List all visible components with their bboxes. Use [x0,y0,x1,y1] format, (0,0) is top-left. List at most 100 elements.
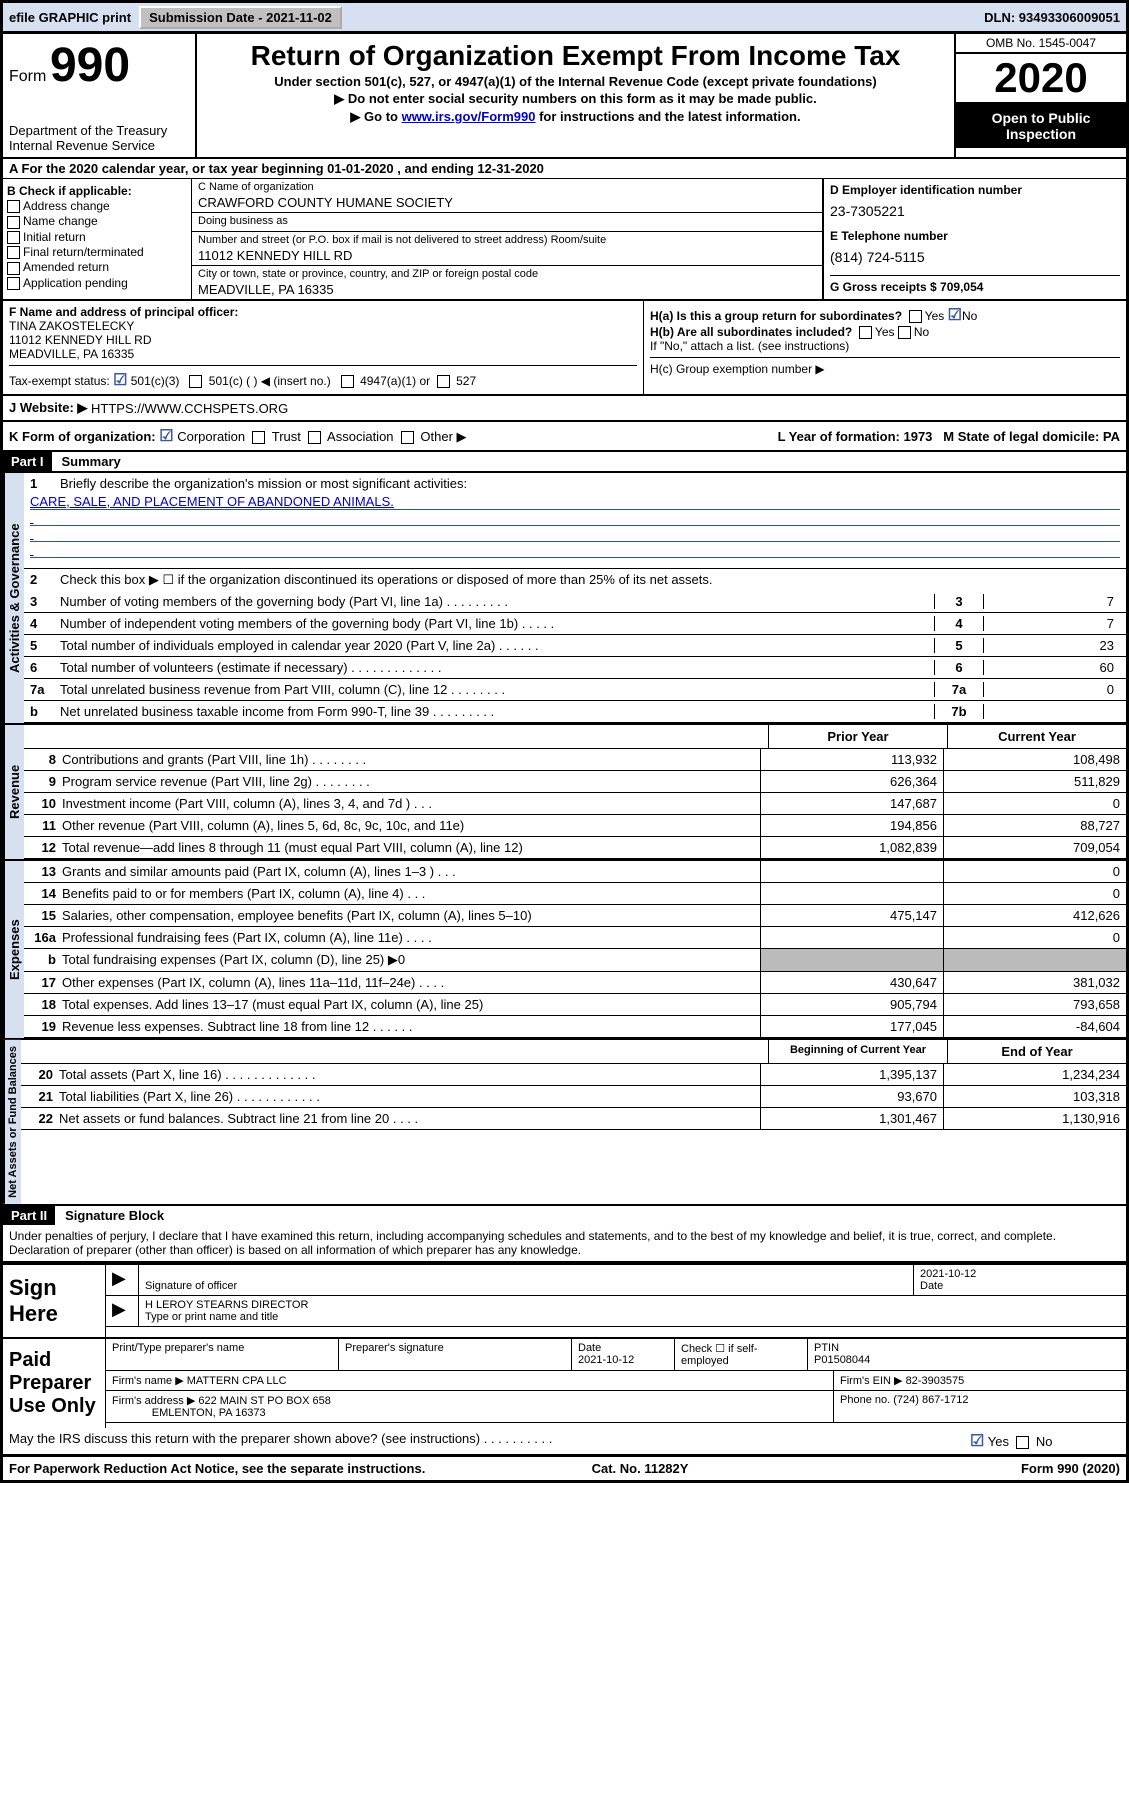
dba-cell: Doing business as [192,213,822,232]
b-label: B Check if applicable: [7,184,187,198]
website-value: HTTPS://WWW.CCHSPETS.ORG [91,401,288,416]
data-row: 12Total revenue—add lines 8 through 11 (… [24,837,1126,859]
section-f: F Name and address of principal officer:… [3,301,1126,396]
data-row: 16aProfessional fundraising fees (Part I… [24,927,1126,949]
form-990-page: efile GRAPHIC print Submission Date - 20… [0,0,1129,1483]
form-label: Form [9,68,46,85]
blank-hdr [24,725,768,748]
hb-row: H(b) Are all subordinates included? Yes … [650,325,1120,339]
header-right: OMB No. 1545-0047 2020 Open to Public In… [956,34,1126,157]
data-row: 20Total assets (Part X, line 16) . . . .… [21,1064,1126,1086]
cb-name-change[interactable]: Name change [7,214,187,228]
current-year-hdr: Current Year [947,725,1126,748]
arrow-icon: ▶ [112,1299,126,1319]
sign-here-block: Sign Here ▶ Signature of officer 2021-10… [3,1263,1126,1337]
part-1-revenue: Revenue Prior YearCurrent Year 8Contribu… [3,725,1126,861]
part-1-title: Summary [52,452,131,471]
section-b: B Check if applicable: Address change Na… [3,179,1126,301]
group-return-info: H(a) Is this a group return for subordin… [644,301,1126,394]
part-1-netassets: Net Assets or Fund Balances Beginning of… [3,1040,1126,1206]
part-2-title: Signature Block [55,1206,174,1225]
subtitle-3: ▶ Go to www.irs.gov/Form990 for instruct… [203,109,948,125]
firm-name: MATTERN CPA LLC [187,1375,287,1387]
data-row: 19Revenue less expenses. Subtract line 1… [24,1016,1126,1038]
cb-initial-return[interactable]: Initial return [7,230,187,244]
ha-row: H(a) Is this a group return for subordin… [650,305,1120,325]
part-2: Part IISignature Block Under penalties o… [3,1206,1126,1457]
data-row: 14Benefits paid to or for members (Part … [24,883,1126,905]
summary-row: 7aTotal unrelated business revenue from … [24,679,1126,701]
check-icon: ☑ [113,372,127,389]
summary-row: 4Number of independent voting members of… [24,613,1126,635]
summary-row: 3Number of voting members of the governi… [24,591,1126,613]
tax-exempt-row: Tax-exempt status: ☑ 501(c)(3) 501(c) ( … [9,365,637,390]
paid-preparer-block: Paid Preparer Use Only Print/Type prepar… [3,1337,1126,1428]
ein-column: D Employer identification number 23-7305… [824,179,1126,299]
header-left: Form 990 Department of the Treasury Inte… [3,34,197,157]
data-row: 15Salaries, other compensation, employee… [24,905,1126,927]
efile-label: efile GRAPHIC print [3,10,137,25]
hc-row: H(c) Group exemption number ▶ [650,357,1120,376]
data-row: 17Other expenses (Part IX, column (A), l… [24,972,1126,994]
subtitle-1: Under section 501(c), 527, or 4947(a)(1)… [203,74,948,89]
paperwork-notice: For Paperwork Reduction Act Notice, see … [9,1461,425,1476]
side-label-revenue: Revenue [3,725,24,859]
phone-value: (814) 724-5115 [830,249,1120,265]
checkbox-column: B Check if applicable: Address change Na… [3,179,192,299]
cb-amended[interactable]: Amended return [7,260,187,274]
officer-signature-name: H LEROY STEARNS DIRECTOR [145,1299,1120,1311]
summary-row: 5Total number of individuals employed in… [24,635,1126,657]
footer: For Paperwork Reduction Act Notice, see … [3,1457,1126,1480]
dept-label: Department of the Treasury Internal Reve… [9,123,189,153]
form-title: Return of Organization Exempt From Incom… [203,40,948,72]
city-state-zip: MEADVILLE, PA 16335 [198,282,816,297]
inspection-badge: Open to Public Inspection [956,104,1126,148]
side-label-expenses: Expenses [3,861,24,1038]
mission-statement: CARE, SALE, AND PLACEMENT OF ABANDONED A… [30,494,1120,510]
arrow-icon: ▶ [112,1268,126,1288]
ein-value: 23-7305221 [830,203,1120,219]
summary-row: bNet unrelated business taxable income f… [24,701,1126,723]
row-k: K Form of organization: ☑ Corporation Tr… [3,422,1126,452]
summary-row: 6Total number of volunteers (estimate if… [24,657,1126,679]
data-row: 10Investment income (Part VIII, column (… [24,793,1126,815]
cb-address-change[interactable]: Address change [7,199,187,213]
instructions-link[interactable]: www.irs.gov/Form990 [402,109,536,124]
submission-date-button[interactable]: Submission Date - 2021-11-02 [139,6,342,29]
cb-application-pending[interactable]: Application pending [7,276,187,290]
cb-final-return[interactable]: Final return/terminated [7,245,187,259]
form-ref: Form 990 (2020) [1021,1461,1120,1476]
street-address: 11012 KENNEDY HILL RD [198,248,816,263]
prior-year-hdr: Prior Year [768,725,947,748]
gross-receipts: G Gross receipts $ 709,054 [830,275,1120,294]
perjury-declaration: Under penalties of perjury, I declare th… [3,1225,1126,1263]
header-middle: Return of Organization Exempt From Incom… [197,34,956,157]
data-row: bTotal fundraising expenses (Part IX, co… [24,949,1126,972]
data-row: 11Other revenue (Part VIII, column (A), … [24,815,1126,837]
topbar: efile GRAPHIC print Submission Date - 20… [0,0,1129,34]
part-1-expenses: Expenses 13Grants and similar amounts pa… [3,861,1126,1040]
data-row: 13Grants and similar amounts paid (Part … [24,861,1126,883]
omb-number: OMB No. 1545-0047 [956,34,1126,54]
discuss-row: May the IRS discuss this return with the… [3,1428,1126,1455]
data-row: 8Contributions and grants (Part VIII, li… [24,749,1126,771]
officer-info: F Name and address of principal officer:… [3,301,644,394]
phone-label: E Telephone number [830,229,1120,243]
side-label-activities: Activities & Governance [3,473,24,723]
city-cell: City or town, state or province, country… [192,266,822,299]
dln-label: DLN: 93493306009051 [984,10,1126,25]
hb-note: If "No," attach a list. (see instruction… [650,339,1120,353]
part-1-header: Part I [3,452,52,471]
part-1: Activities & Governance 1Briefly describ… [3,473,1126,725]
row-a-tax-year: A For the 2020 calendar year, or tax yea… [3,159,1126,179]
data-row: 9Program service revenue (Part VIII, lin… [24,771,1126,793]
form-header: Form 990 Department of the Treasury Inte… [3,34,1126,159]
ein-label: D Employer identification number [830,183,1120,197]
org-name-cell: C Name of organization CRAWFORD COUNTY H… [192,179,822,213]
sign-here-label: Sign Here [3,1265,105,1337]
org-name: CRAWFORD COUNTY HUMANE SOCIETY [198,195,816,210]
tax-year: 2020 [956,54,1126,104]
form-wrapper: Form 990 Department of the Treasury Inte… [0,34,1129,1483]
paid-preparer-label: Paid Preparer Use Only [3,1339,105,1428]
row-j-website: J Website: ▶ HTTPS://WWW.CCHSPETS.ORG [3,396,1126,422]
